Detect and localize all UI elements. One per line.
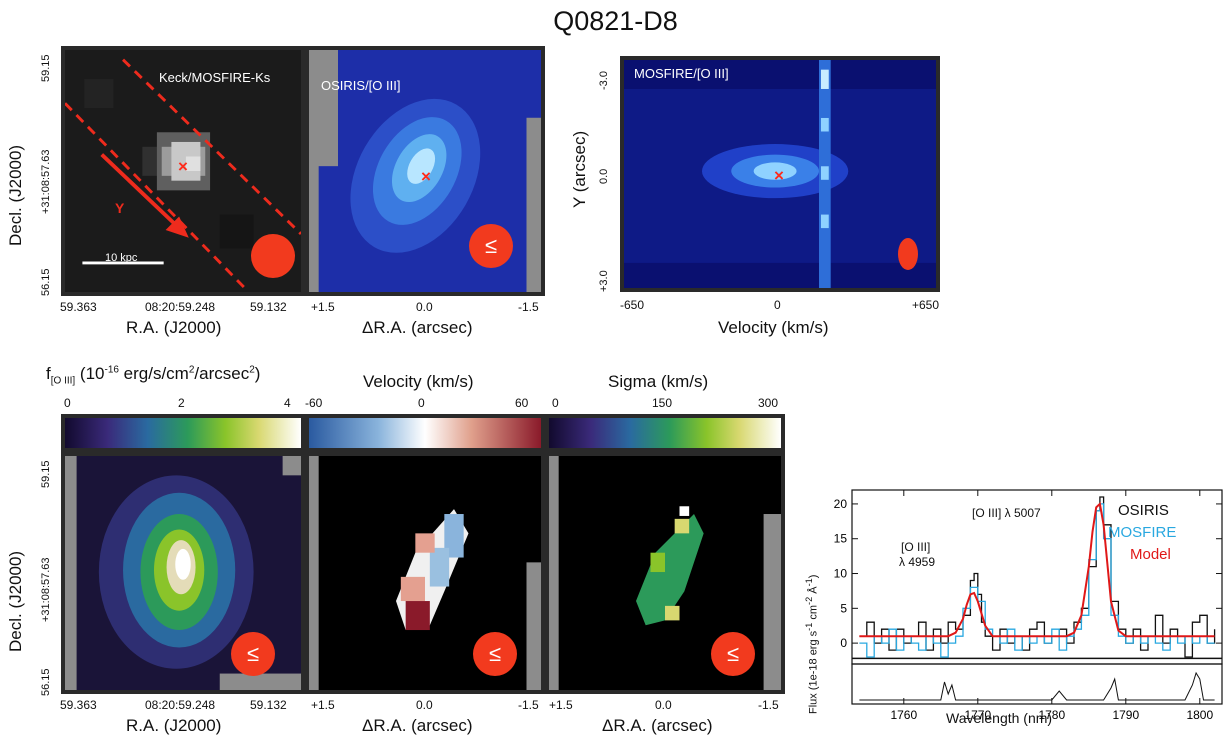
y-tick-label: 20 xyxy=(834,497,848,511)
y-tick-2: 0.0 xyxy=(598,168,610,184)
dra-tick-2: 0.0 xyxy=(416,300,433,314)
velocity-colorbar xyxy=(305,414,545,452)
keck-mosfire-image-panel: Keck/MOSFIRE-Ks 10 kpc Y × xyxy=(61,46,305,296)
sigma-colorbar-title: Sigma (km/s) xyxy=(608,372,709,391)
series-osiris xyxy=(859,496,1216,658)
velocity-map-panel: ≤ xyxy=(305,452,545,694)
vel-tick-1: -650 xyxy=(620,298,645,312)
dec-tick-1-bottom: 59.15 xyxy=(40,460,52,488)
scale-bar-label: 10 kpc xyxy=(105,252,138,264)
dec-tick-2: +31:08:57.63 xyxy=(40,149,52,214)
keck-panel-label: Keck/MOSFIRE-Ks xyxy=(159,70,271,85)
spectrum-ylabel: Flux (1e-18 erg s-1 cm-2 Å-1) xyxy=(804,574,820,714)
spectrum-plot-area: 0 5 10 15 20 1760 1770 1780 1790 1800 xyxy=(834,489,1223,722)
y-tick-1: -3.0 xyxy=(598,71,610,90)
mosfire-panel-label: MOSFIRE/[O III] xyxy=(634,66,729,81)
dra-tick-1: +1.5 xyxy=(311,300,335,314)
osiris-oiii-image-panel: OSIRIS/[O III] × ≤ xyxy=(305,46,545,296)
vel-cbar-tick-neg: -60 xyxy=(305,396,323,410)
ra-tick-3: 59.132 xyxy=(250,300,287,314)
mosfire-oiii-spectrum-panel: MOSFIRE/[O III] × xyxy=(620,56,940,292)
y-tick-3: +3.0 xyxy=(598,270,610,292)
flux-cbar-tick-0: 0 xyxy=(64,396,71,410)
y-axis-title: Y (arcsec) xyxy=(570,130,589,208)
beam-ellipse: ≤ xyxy=(231,632,275,676)
vel-cbar-tick-pos: 60 xyxy=(515,396,529,410)
velocity-map xyxy=(309,456,541,690)
beam-ellipse: ≤ xyxy=(473,632,517,676)
legend-mosfire: MOSFIRE xyxy=(1108,524,1177,541)
flux-colorbar-title: f[O III] (10-16 erg/s/cm2/arcsec2) xyxy=(46,364,261,387)
sigma-cbar-tick-0: 0 xyxy=(552,396,559,410)
sky-frame xyxy=(851,663,1223,705)
x-tick-label: 1800 xyxy=(1186,708,1213,722)
beam-ellipse: ≤ xyxy=(711,632,755,676)
dra-axis-title-bottom-a: ΔR.A. (arcsec) xyxy=(362,716,473,735)
vel-tick-2: 0 xyxy=(774,298,781,312)
line-label-oiii4959-a: [O III] xyxy=(901,540,931,554)
y-tick-label: 0 xyxy=(840,636,847,650)
ra-axis-title-bottom: R.A. (J2000) xyxy=(126,716,222,735)
figure-title: Q0821-D8 xyxy=(553,6,678,36)
legend-osiris: OSIRIS xyxy=(1118,502,1169,519)
dec-tick-3: 56.15 xyxy=(40,268,52,296)
ra-tick-1: 59.363 xyxy=(60,300,97,314)
dra-tick-1-bottom-b: +1.5 xyxy=(549,698,573,712)
beam-ellipse: ≤ xyxy=(469,224,513,268)
dra-tick-2-bottom-a: 0.0 xyxy=(416,698,433,712)
x-tick-label: 1780 xyxy=(1038,708,1065,722)
y-axis-arrow-label: Y xyxy=(115,200,125,216)
dec-axis-title: Decl. (J2000) xyxy=(6,144,25,246)
ra-tick-2-bottom: 08:20:59.248 xyxy=(145,698,216,712)
line-label-oiii4959-b: λ 4959 xyxy=(899,555,936,569)
dra-tick-3-bottom-b: -1.5 xyxy=(758,698,779,712)
dra-axis-title-bottom-b: ΔR.A. (arcsec) xyxy=(602,716,713,735)
x-tick-label: 1790 xyxy=(1112,708,1139,722)
x-tick-label: 1770 xyxy=(964,708,991,722)
ra-tick-2: 08:20:59.248 xyxy=(145,300,216,314)
y-tick-label: 10 xyxy=(834,567,848,581)
y-tick-label: 15 xyxy=(834,532,848,546)
keck-image xyxy=(65,50,301,292)
vel-tick-3: +650 xyxy=(912,298,940,312)
center-marker: × xyxy=(421,167,431,186)
ra-tick-1-bottom: 59.363 xyxy=(60,698,97,712)
flux-cbar-tick-4: 4 xyxy=(284,396,291,410)
dra-axis-title: ΔR.A. (arcsec) xyxy=(362,318,473,337)
center-marker: × xyxy=(774,166,784,185)
dra-tick-2-bottom-b: 0.0 xyxy=(655,698,672,712)
flux-colorbar xyxy=(61,414,305,452)
dra-tick-3: -1.5 xyxy=(518,300,539,314)
dec-tick-2-bottom: +31:08:57.63 xyxy=(40,557,52,622)
osiris-panel-label: OSIRIS/[O III] xyxy=(321,78,401,93)
vel-cbar-tick-zero: 0 xyxy=(418,396,425,410)
ra-axis-title: R.A. (J2000) xyxy=(126,318,222,337)
line-label-oiii5007: [O III] λ 5007 xyxy=(972,506,1041,520)
sigma-map-panel: ≤ xyxy=(545,452,785,694)
x-tick-label: 1760 xyxy=(890,708,917,722)
sigma-cbar-tick-150: 150 xyxy=(652,396,673,410)
dec-tick-3-bottom: 56.15 xyxy=(40,668,52,696)
velocity-axis-title: Velocity (km/s) xyxy=(718,318,829,337)
beam-ellipse xyxy=(898,238,918,270)
dec-axis-title-bottom: Decl. (J2000) xyxy=(6,550,25,652)
series-model xyxy=(859,501,1215,638)
flux-map-panel: ≤ xyxy=(61,452,305,694)
y-tick-label: 5 xyxy=(840,601,847,615)
center-marker: × xyxy=(178,157,188,176)
series-sky xyxy=(859,671,1215,701)
ra-tick-3-bottom: 59.132 xyxy=(250,698,287,712)
spectrum-xlabel: Wavelength (nm) xyxy=(946,710,1053,726)
dec-tick-1: 59.15 xyxy=(40,54,52,82)
dra-tick-1-bottom-a: +1.5 xyxy=(311,698,335,712)
beam-ellipse xyxy=(251,234,295,278)
sigma-cbar-tick-300: 300 xyxy=(758,396,779,410)
velocity-colorbar-title: Velocity (km/s) xyxy=(363,372,474,391)
mosfire-2d-spectrum xyxy=(624,60,936,288)
flux-cbar-tick-2: 2 xyxy=(178,396,185,410)
sigma-colorbar xyxy=(545,414,785,452)
legend-model: Model xyxy=(1130,546,1171,563)
dra-tick-3-bottom-a: -1.5 xyxy=(518,698,539,712)
spectrum-chart: 0 5 10 15 20 1760 1770 1780 1790 1800 xyxy=(834,489,1223,722)
